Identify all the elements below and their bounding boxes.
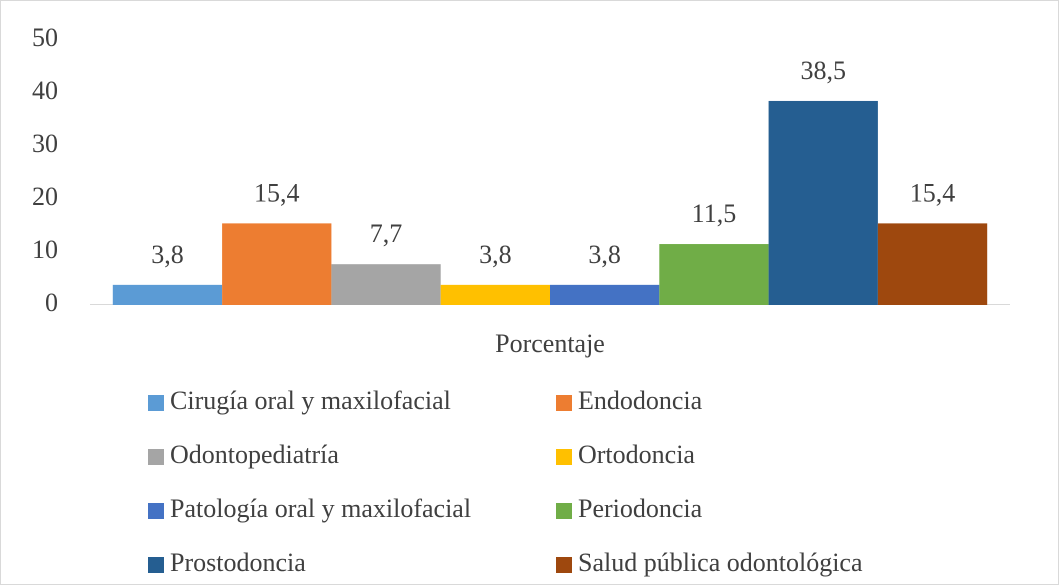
data-label: 3,8 — [479, 240, 512, 269]
y-tick-label: 20 — [32, 182, 58, 211]
data-label: 3,8 — [151, 240, 184, 269]
data-label: 3,8 — [588, 240, 621, 269]
data-label: 11,5 — [692, 199, 737, 228]
y-tick-label: 0 — [45, 288, 58, 317]
legend-label: Periodoncia — [578, 494, 703, 523]
data-label: 38,5 — [801, 56, 847, 85]
y-tick-label: 10 — [32, 235, 58, 264]
bar — [877, 223, 988, 305]
data-label: 15,4 — [254, 178, 300, 207]
y-tick-label: 50 — [32, 23, 58, 52]
bar — [112, 284, 223, 305]
legend-swatch — [556, 503, 572, 519]
legend-swatch — [148, 449, 164, 465]
legend-label: Cirugía oral y maxilofacial — [170, 386, 451, 415]
legend-swatch — [556, 557, 572, 573]
bar — [768, 100, 878, 305]
legend-swatch — [148, 395, 164, 411]
bar — [550, 284, 660, 305]
legend-label: Odontopediatría — [170, 440, 339, 469]
y-tick-label: 40 — [32, 76, 58, 105]
y-tick-label: 30 — [32, 129, 58, 158]
legend-swatch — [556, 449, 572, 465]
legend-label: Ortodoncia — [578, 440, 695, 469]
legend-label: Endodoncia — [578, 386, 703, 415]
legend-swatch — [148, 503, 164, 519]
bar — [659, 244, 769, 305]
data-label: 15,4 — [910, 178, 956, 207]
legend-swatch — [148, 557, 164, 573]
legend-label: Prostodoncia — [170, 548, 306, 577]
bar — [331, 264, 441, 305]
legend-label: Salud pública odontológica — [578, 548, 863, 577]
legend-label: Patología oral y maxilofacial — [170, 494, 471, 523]
bar — [222, 223, 332, 305]
x-tick-label: Porcentaje — [495, 329, 605, 358]
data-label: 7,7 — [370, 219, 403, 248]
bar — [440, 284, 550, 305]
legend-swatch — [556, 395, 572, 411]
